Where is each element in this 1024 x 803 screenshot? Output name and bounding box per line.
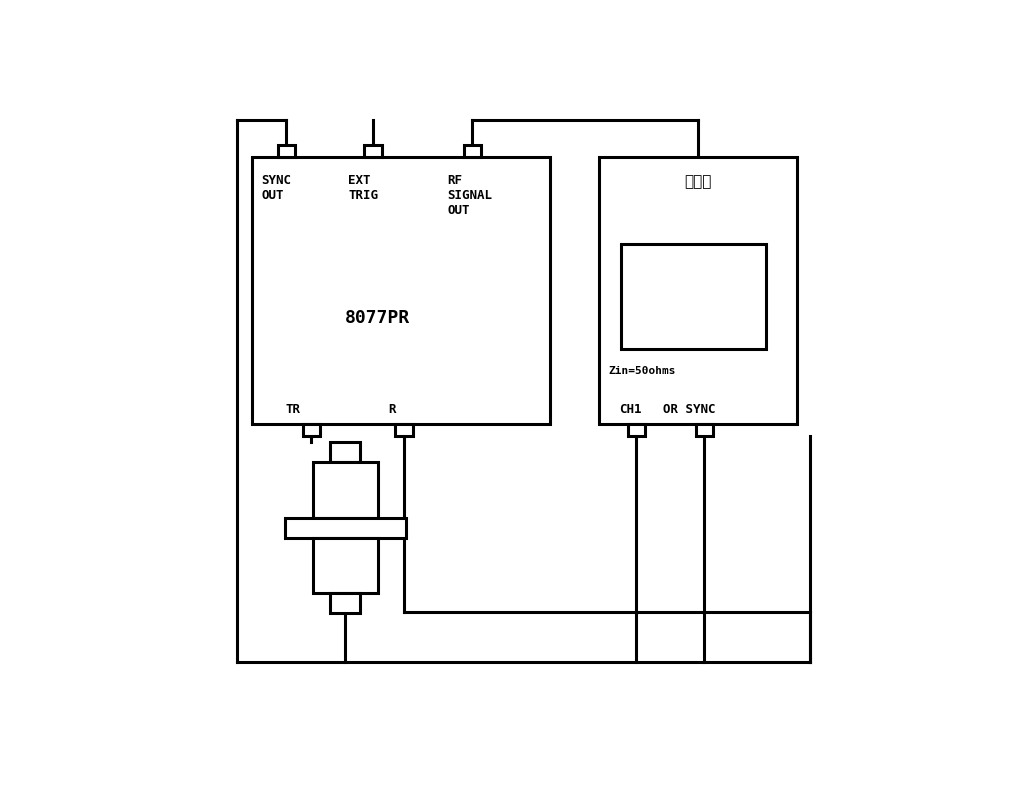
Text: R: R [388, 402, 395, 415]
Bar [395, 424, 413, 437]
Text: TR: TR [285, 402, 300, 415]
Text: 8077PR: 8077PR [345, 308, 410, 327]
Bar [621, 245, 766, 350]
Bar [628, 424, 645, 437]
Text: SYNC
OUT: SYNC OUT [262, 173, 292, 202]
Bar [278, 146, 295, 158]
Bar [331, 442, 360, 463]
Bar [302, 424, 319, 437]
Bar [695, 424, 713, 437]
Bar [464, 146, 481, 158]
Bar [331, 593, 360, 613]
Bar [365, 146, 382, 158]
Text: RF
SIGNAL
OUT: RF SIGNAL OUT [447, 173, 493, 217]
Bar [285, 518, 406, 538]
Text: Zin=50ohms: Zin=50ohms [608, 365, 676, 375]
Bar [312, 538, 378, 593]
Text: EXT
TRIG: EXT TRIG [348, 173, 378, 202]
Bar [599, 158, 798, 424]
Bar [312, 463, 378, 518]
Bar [252, 158, 550, 424]
Text: OR SYNC: OR SYNC [663, 402, 715, 415]
Text: CH1: CH1 [618, 402, 641, 415]
Text: 示波器: 示波器 [684, 173, 712, 189]
